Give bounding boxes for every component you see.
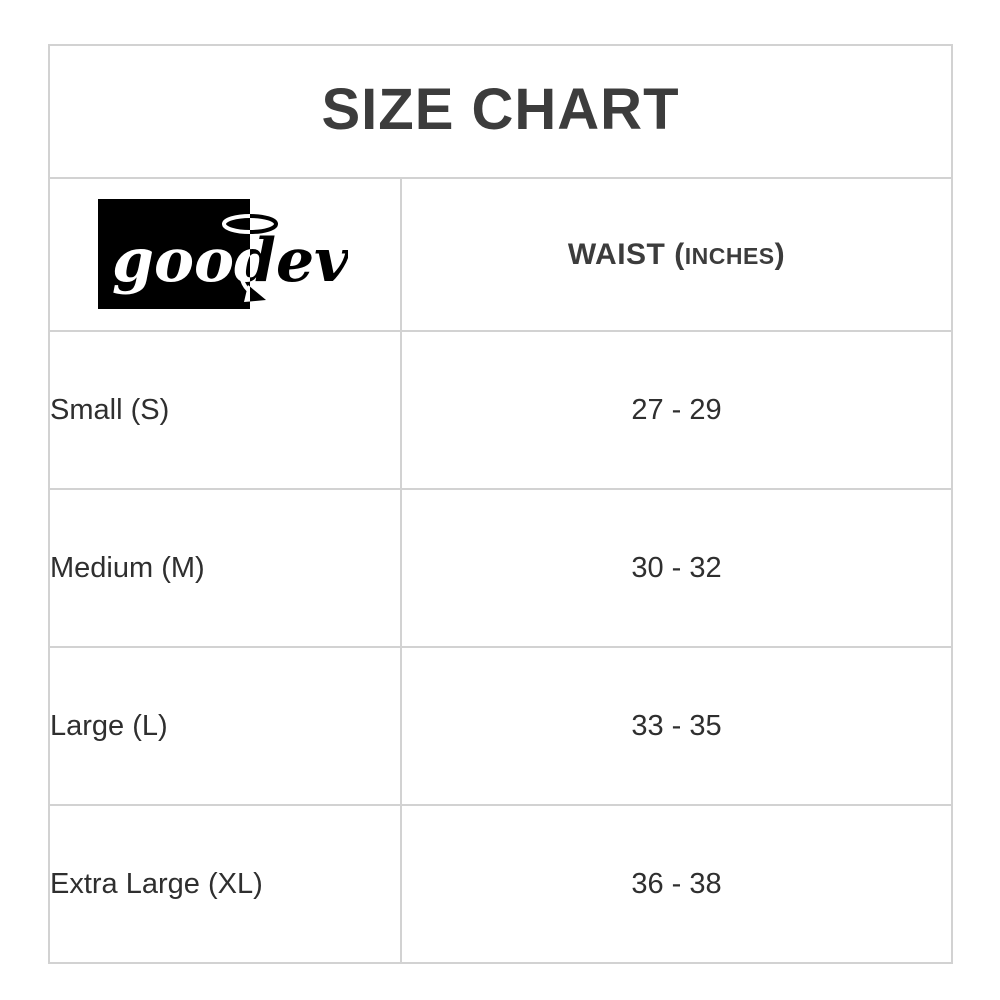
brand-logo: goodevil goodevil <box>98 198 348 311</box>
size-label-cell: Large (L) <box>48 646 402 806</box>
goodevil-logo-svg: goodevil goodevil <box>98 198 348 309</box>
table-row: Large (L) 33 - 35 <box>48 646 953 806</box>
waist-value-cell: 33 - 35 <box>400 646 953 806</box>
waist-value-cell: 36 - 38 <box>400 804 953 964</box>
waist-value-cell: 27 - 29 <box>400 330 953 490</box>
waist-header-close-paren: ) <box>774 237 786 271</box>
wordmark-light-part: goodevil <box>112 226 348 296</box>
size-label-cell: Extra Large (XL) <box>48 804 402 964</box>
size-chart-table: SIZE CHART <box>48 44 953 964</box>
table-row: Medium (M) 30 - 32 <box>48 488 953 648</box>
wordmark-dark-part: goodevil <box>112 226 348 296</box>
waist-header-open-paren: ( <box>674 237 685 271</box>
waist-header-unit: INCHES <box>684 242 775 269</box>
logo-black-square <box>98 198 250 309</box>
waist-header-label: WAIST (INCHES) <box>568 238 785 271</box>
title-row: SIZE CHART <box>48 44 953 179</box>
brand-wordmark: goodevil goodevil <box>112 226 348 296</box>
table-row: Small (S) 27 - 29 <box>48 330 953 490</box>
halo-icon <box>222 213 278 234</box>
header-row: goodevil goodevil <box>48 177 953 332</box>
page-title: SIZE CHART <box>321 76 680 142</box>
waist-header-cell: WAIST (INCHES) <box>400 177 953 332</box>
waist-value-cell: 30 - 32 <box>400 488 953 648</box>
table-row: Extra Large (XL) 36 - 38 <box>48 804 953 964</box>
size-label-cell: Medium (M) <box>48 488 402 648</box>
title-cell: SIZE CHART <box>48 44 953 179</box>
brand-logo-cell: goodevil goodevil <box>48 177 402 332</box>
devil-tail-icon <box>239 270 266 302</box>
waist-header-main: WAIST <box>567 237 666 271</box>
size-label-cell: Small (S) <box>48 330 402 490</box>
